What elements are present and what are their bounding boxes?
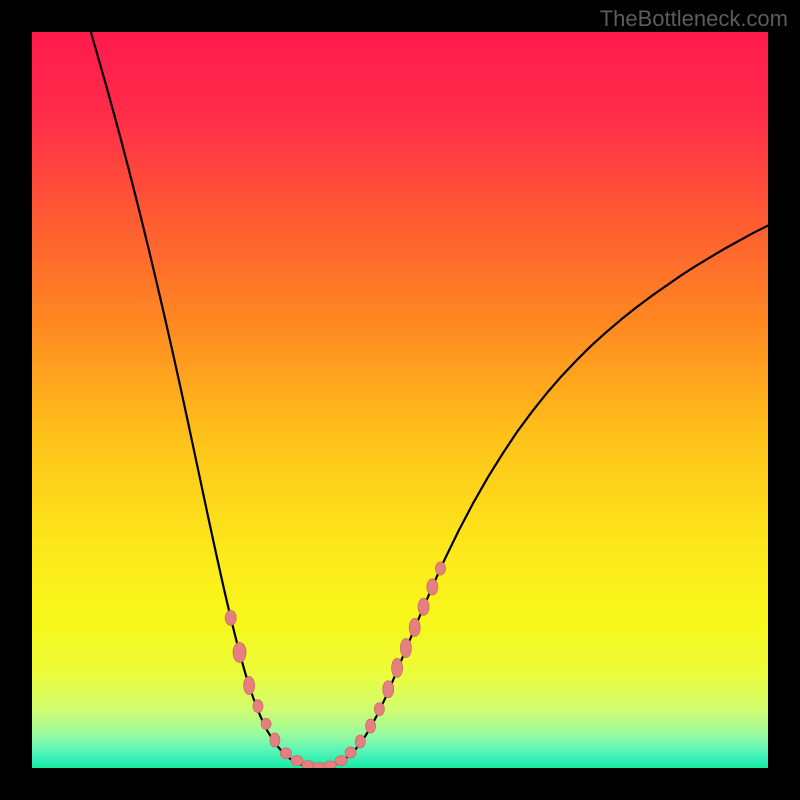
plot-area bbox=[32, 32, 768, 768]
watermark-text: TheBottleneck.com bbox=[600, 6, 788, 32]
stage: TheBottleneck.com bbox=[0, 0, 800, 800]
curve-markers bbox=[32, 32, 768, 768]
